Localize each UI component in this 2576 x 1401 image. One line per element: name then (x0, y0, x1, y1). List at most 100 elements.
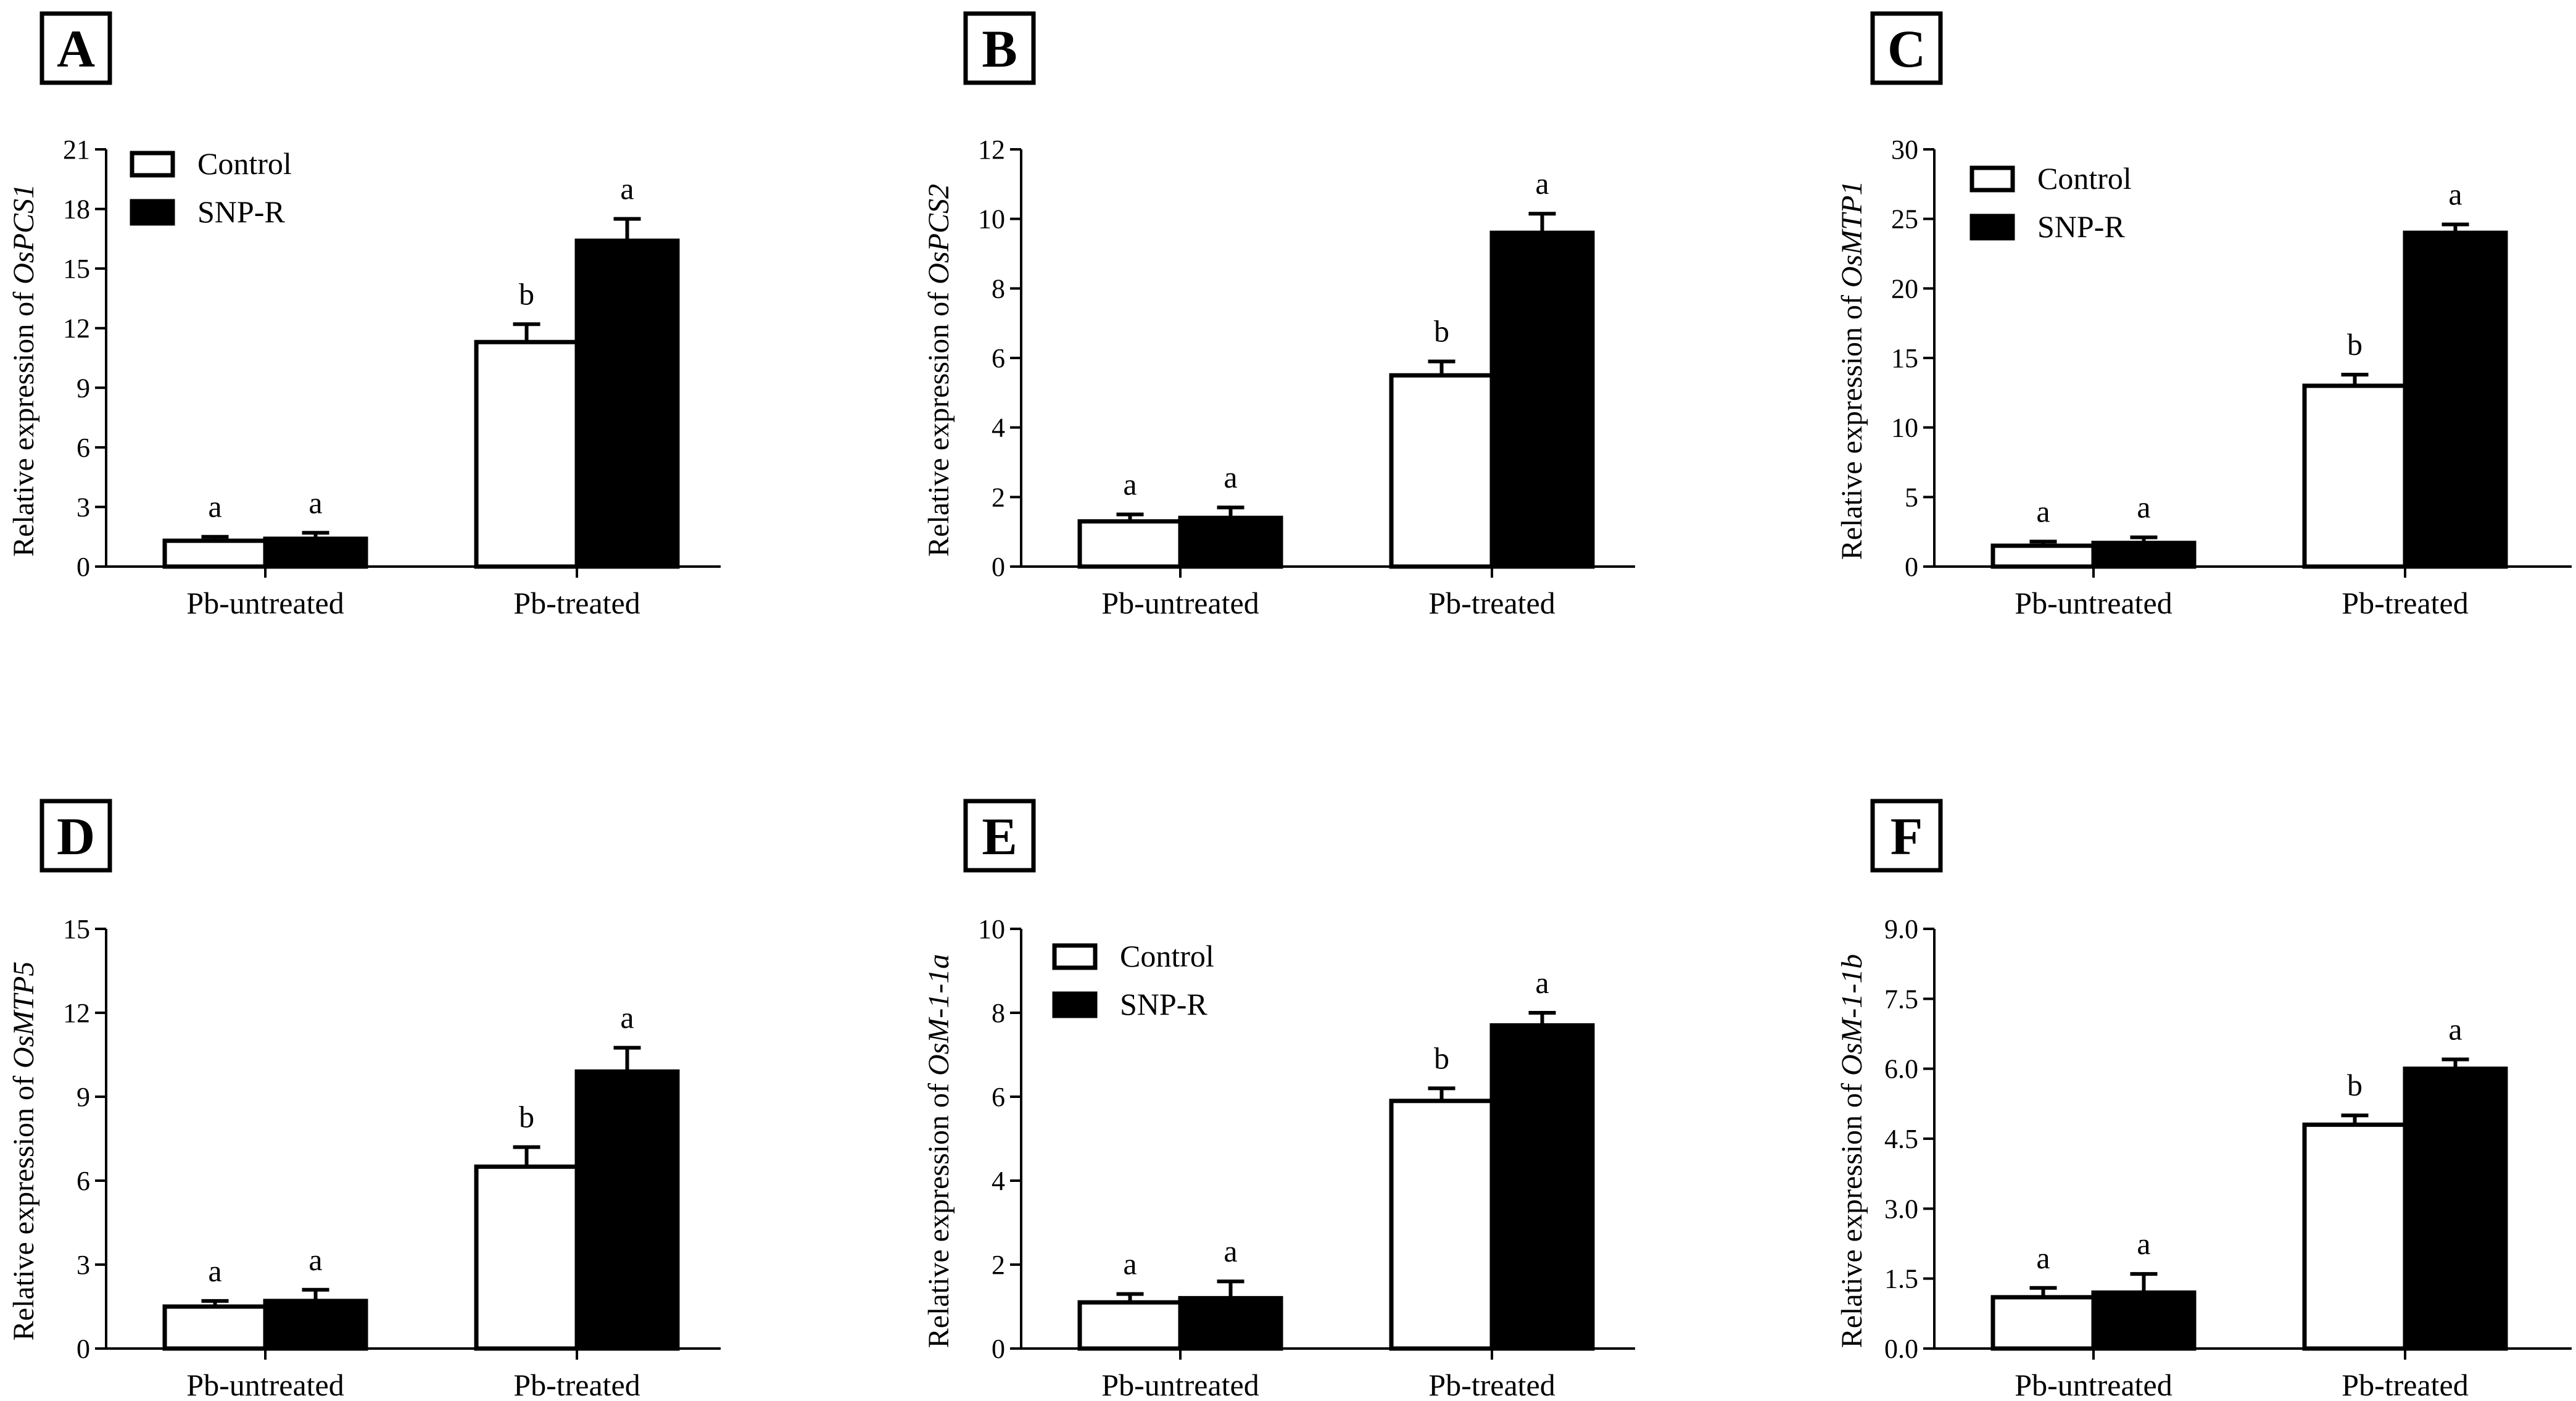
y-tick-label: 8 (992, 998, 1005, 1028)
y-axis-title-prefix: Relative expression of (922, 1076, 955, 1348)
panel-a: A 0 3 6 9 12 15 18 21 Pb-untreated Pb-treated Relat… (7, 11, 721, 620)
bar-snp-r-1 (263, 536, 368, 569)
legend-label: SNP-R (197, 194, 285, 229)
y-axis-title-gene: OsM-1-1b (1836, 954, 1868, 1076)
significance-label: a (2036, 1241, 2050, 1275)
y-tick-label: 30 (1891, 135, 1918, 165)
bar-control-2 (2302, 1122, 2408, 1351)
y-axis-title: Relative expression of OsMTP5 (7, 962, 40, 1341)
panel-label: F (1891, 807, 1923, 866)
bar-snp-r-1 (1178, 515, 1283, 569)
significance-label: b (519, 276, 534, 311)
panel-label: D (57, 807, 95, 866)
panel-label-box (1870, 11, 1943, 85)
significance-label: a (1224, 1234, 1237, 1268)
y-tick-label: 15 (1891, 343, 1918, 373)
significance-label: b (1434, 1041, 1449, 1075)
significance-label: b (2347, 1068, 2363, 1102)
y-axis-title: Relative expression of OsMTP1 (1836, 181, 1868, 560)
panel-d: D 0 3 6 9 12 15 Pb-untreated Pb-treated Relative … (7, 799, 721, 1401)
bar-snp-r-2 (574, 1069, 680, 1351)
y-tick-label: 25 (1891, 204, 1918, 235)
y-tick-label: 15 (63, 254, 90, 284)
y-tick-label: 12 (63, 998, 90, 1028)
significance-label: b (2347, 327, 2363, 362)
legend-swatch (130, 199, 175, 226)
y-axis-title-prefix: Relative expression of (7, 1068, 40, 1341)
significance-label: a (2036, 494, 2050, 528)
panel-label: B (982, 19, 1017, 78)
y-tick-label: 0 (1905, 552, 1918, 582)
significance-label: a (1123, 467, 1137, 502)
y-tick-label: 18 (63, 194, 90, 225)
x-tick-label: Pb-treated (2342, 586, 2468, 620)
bar-control-1 (1077, 1300, 1183, 1351)
bar-snp-r-1 (2091, 541, 2197, 569)
x-tick-label: Pb-untreated (1101, 1368, 1259, 1401)
y-tick-label: 0.0 (1884, 1334, 1918, 1364)
y-tick-label: 6.0 (1884, 1054, 1918, 1084)
x-tick-label: Pb-treated (1428, 1368, 1555, 1401)
y-tick-label: 0 (992, 1334, 1005, 1364)
bar-control-1 (1990, 543, 2096, 569)
significance-label: a (2137, 1226, 2150, 1261)
y-axis-title-gene: OsMTP5 (7, 962, 40, 1068)
y-axis-title-prefix: Relative expression of (1836, 1076, 1868, 1348)
bar-control-2 (474, 1164, 579, 1351)
x-tick-label: Pb-treated (513, 1368, 640, 1401)
y-axis-title: Relative expression of OsPCS2 (922, 184, 955, 557)
y-tick-label: 20 (1891, 273, 1918, 304)
significance-label: a (2448, 177, 2462, 212)
significance-label: a (620, 1000, 634, 1035)
significance-label: a (309, 1242, 322, 1277)
significance-label: a (1535, 166, 1549, 201)
bar-snp-r-2 (1489, 230, 1595, 569)
y-axis-title: Relative expression of OsM-1-1a (922, 954, 955, 1349)
y-axis-title-gene: OsM-1-1a (922, 954, 955, 1076)
bar-control-2 (474, 339, 579, 569)
y-axis-title: Relative expression of OsM-1-1b (1836, 954, 1868, 1349)
y-tick-label: 12 (63, 314, 90, 344)
significance-label: a (2448, 1012, 2462, 1047)
y-axis-title: Relative expression of OsPCS1 (7, 184, 40, 557)
significance-label: a (1123, 1247, 1137, 1281)
panel-label-box (1870, 799, 1943, 873)
y-axis-title-prefix: Relative expression of (922, 285, 955, 557)
significance-label: a (309, 485, 322, 520)
x-tick-label: Pb-untreated (1101, 586, 1259, 620)
x-tick-label: Pb-treated (1428, 586, 1555, 620)
y-tick-label: 12 (978, 135, 1005, 165)
legend-swatch (1969, 165, 2015, 193)
y-tick-label: 6 (992, 1082, 1005, 1112)
legend-label: Control (1120, 939, 1214, 973)
panel-label-box (39, 11, 112, 85)
legend-label: Control (197, 146, 292, 181)
bar-snp-r-1 (263, 1299, 368, 1351)
bar-control-2 (1389, 373, 1494, 569)
legend-label: SNP-R (1120, 987, 1207, 1021)
bar-snp-r-1 (2091, 1290, 2197, 1351)
bar-snp-r-2 (1489, 1023, 1595, 1351)
y-tick-label: 0 (77, 552, 90, 582)
y-tick-label: 3.0 (1884, 1194, 1918, 1224)
y-axis-title-gene: OsMTP1 (1836, 181, 1868, 288)
panel-e: E 0 2 4 6 8 10 Pb-untreated Pb-treated Relative e… (922, 799, 1635, 1401)
panel-label-box (963, 799, 1036, 873)
y-tick-label: 6 (992, 343, 1005, 373)
legend-swatch (1969, 214, 2015, 241)
y-tick-label: 15 (63, 914, 90, 944)
significance-label: a (2137, 490, 2150, 525)
panel-b: B 0 2 4 6 8 10 12 Pb-untreated Pb-treated Relative… (922, 11, 1635, 620)
y-tick-label: 9 (77, 1082, 90, 1112)
significance-label: b (1434, 314, 1449, 349)
y-tick-label: 10 (1891, 413, 1918, 443)
x-tick-label: Pb-treated (2342, 1368, 2468, 1401)
panel-c: C 0 5 10 15 20 25 30 Pb-untreated Pb-treated Relat… (1836, 11, 2572, 620)
y-tick-label: 9.0 (1884, 914, 1918, 944)
x-tick-label: Pb-untreated (186, 1368, 344, 1401)
y-axis-title-prefix: Relative expression of (1836, 288, 1868, 560)
bar-control-1 (1077, 519, 1183, 569)
y-tick-label: 0 (77, 1334, 90, 1364)
bar-control-2 (1389, 1099, 1494, 1351)
